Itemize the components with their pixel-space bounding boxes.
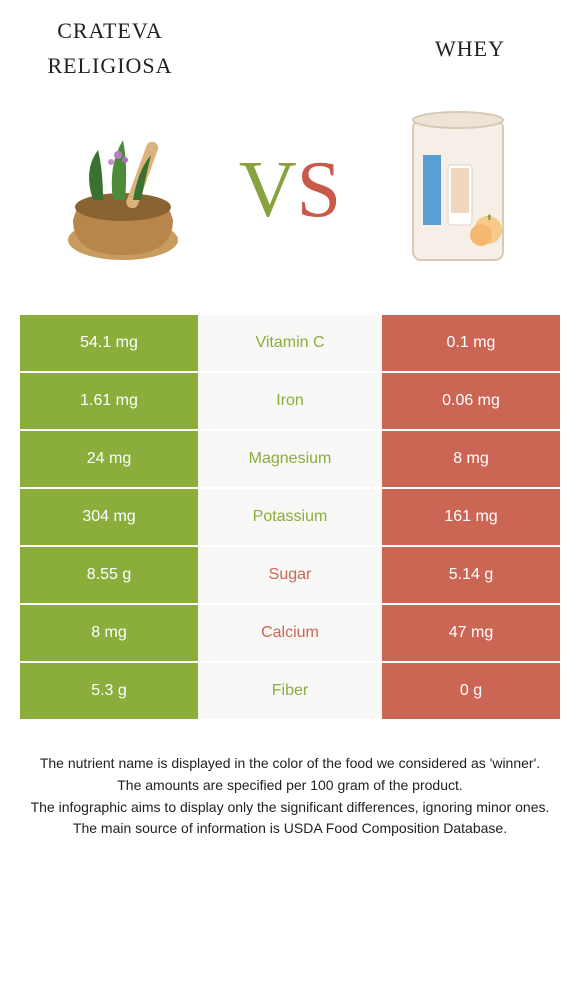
nutrient-name: Potassium xyxy=(198,489,382,545)
right-value: 0.06 mg xyxy=(382,373,560,429)
vs-label: VS xyxy=(225,145,355,236)
table-row: 24 mgMagnesium8 mg xyxy=(20,431,560,487)
left-value: 304 mg xyxy=(20,489,198,545)
left-value: 24 mg xyxy=(20,431,198,487)
footer-line: The main source of information is USDA F… xyxy=(30,819,550,839)
left-title: crateva religiosa xyxy=(20,10,200,80)
footer-line: The nutrient name is displayed in the co… xyxy=(30,754,550,774)
nutrient-name: Vitamin C xyxy=(198,315,382,371)
table-row: 8.55 gSugar5.14 g xyxy=(20,547,560,603)
footer-line: The amounts are specified per 100 gram o… xyxy=(30,776,550,796)
nutrient-name: Iron xyxy=(198,373,382,429)
header-titles: crateva religiosa whey xyxy=(20,10,560,80)
product-images-row: VS xyxy=(20,90,560,290)
left-value: 54.1 mg xyxy=(20,315,198,371)
right-value: 8 mg xyxy=(382,431,560,487)
table-row: 8 mgCalcium47 mg xyxy=(20,605,560,661)
right-product-image xyxy=(355,105,560,275)
table-row: 304 mgPotassium161 mg xyxy=(20,489,560,545)
nutrient-name: Sugar xyxy=(198,547,382,603)
left-value: 1.61 mg xyxy=(20,373,198,429)
mortar-herbs-icon xyxy=(43,110,203,270)
nutrient-table: 54.1 mgVitamin C0.1 mg1.61 mgIron0.06 mg… xyxy=(20,315,560,719)
left-value: 5.3 g xyxy=(20,663,198,719)
nutrient-name: Fiber xyxy=(198,663,382,719)
table-row: 5.3 gFiber0 g xyxy=(20,663,560,719)
right-value: 47 mg xyxy=(382,605,560,661)
table-row: 1.61 mgIron0.06 mg xyxy=(20,373,560,429)
right-value: 5.14 g xyxy=(382,547,560,603)
footer-line: The infographic aims to display only the… xyxy=(30,798,550,818)
right-value: 161 mg xyxy=(382,489,560,545)
left-product-image xyxy=(20,110,225,270)
vs-v: V xyxy=(239,145,297,236)
nutrient-name: Calcium xyxy=(198,605,382,661)
left-value: 8 mg xyxy=(20,605,198,661)
whey-container-icon xyxy=(393,105,523,275)
right-value: 0 g xyxy=(382,663,560,719)
left-value: 8.55 g xyxy=(20,547,198,603)
vs-s: S xyxy=(297,145,342,236)
nutrient-name: Magnesium xyxy=(198,431,382,487)
right-title: whey xyxy=(380,28,560,63)
table-row: 54.1 mgVitamin C0.1 mg xyxy=(20,315,560,371)
right-value: 0.1 mg xyxy=(382,315,560,371)
footer-notes: The nutrient name is displayed in the co… xyxy=(20,754,560,838)
